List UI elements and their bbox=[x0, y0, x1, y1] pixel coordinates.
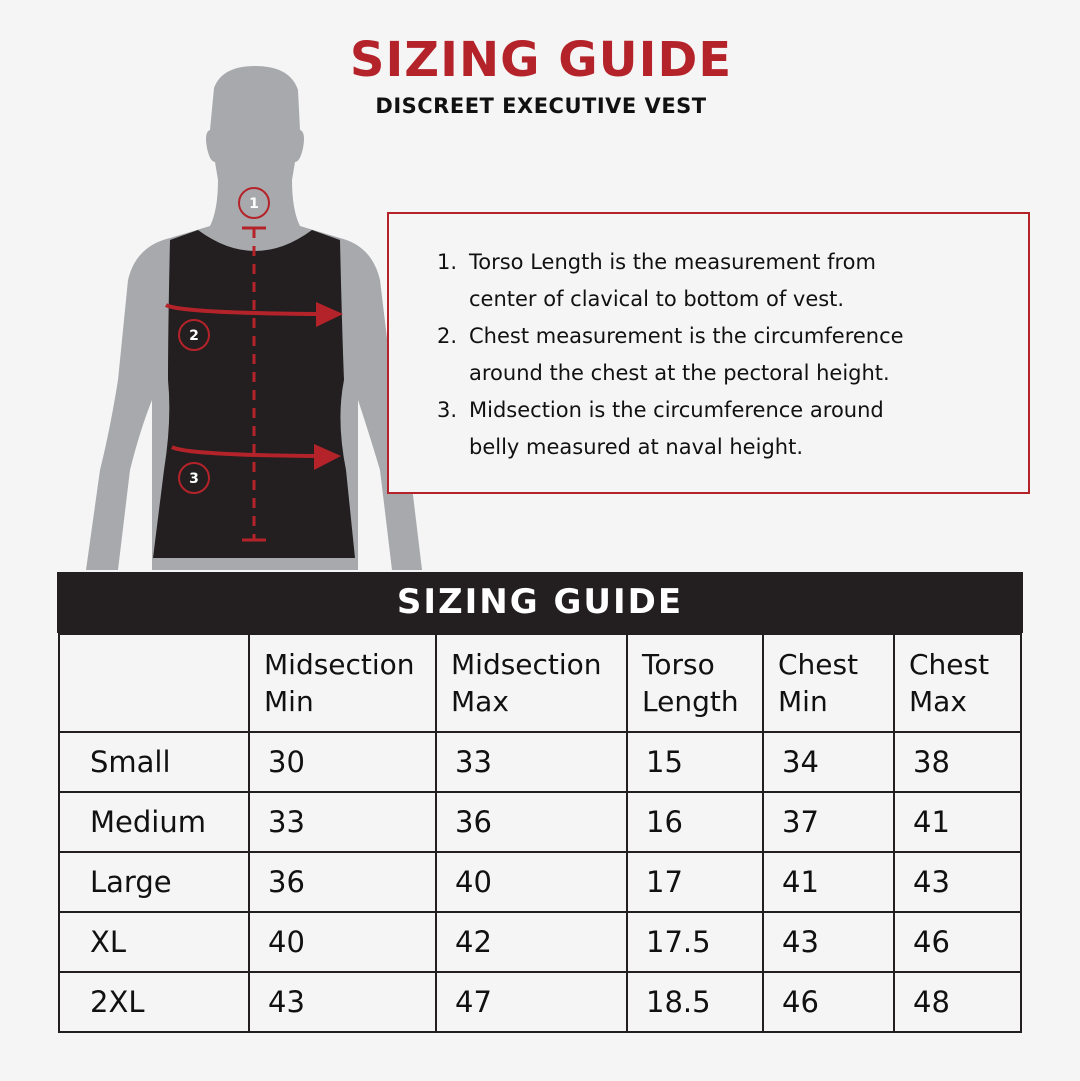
table-row: Medium 33 36 16 37 41 bbox=[58, 791, 1022, 853]
note-text: belly measured at naval height. bbox=[469, 435, 803, 459]
note-text: center of clavical to bottom of vest. bbox=[469, 287, 845, 311]
table-cell: 41 bbox=[762, 851, 895, 913]
column-header-line: Length bbox=[642, 685, 739, 718]
page-title: SIZING GUIDE bbox=[349, 32, 733, 88]
column-header-line: Max bbox=[451, 685, 509, 718]
chest-arrow-icon bbox=[165, 303, 319, 316]
table-title: SIZING GUIDE bbox=[57, 572, 1023, 633]
size-label: Small bbox=[58, 731, 250, 793]
note-text: Torso Length is the measurement from bbox=[469, 250, 876, 274]
table-cell: 42 bbox=[435, 911, 628, 973]
column-header-line: Min bbox=[264, 685, 314, 718]
table-cell: 37 bbox=[762, 791, 895, 853]
column-header: Midsection Min bbox=[248, 633, 437, 733]
size-label: Medium bbox=[58, 791, 250, 853]
size-label: 2XL bbox=[58, 971, 250, 1033]
table-cell: 36 bbox=[435, 791, 628, 853]
midsection-arrow-icon bbox=[171, 445, 317, 458]
page-subtitle: DISCREET EXECUTIVE VEST bbox=[375, 94, 707, 118]
measurement-notes: 1. Torso Length is the measurement from ce… bbox=[387, 212, 1030, 494]
column-header-line: Chest bbox=[778, 648, 859, 681]
table-row: Large 36 40 17 41 43 bbox=[58, 851, 1022, 913]
column-header: Chest Min bbox=[762, 633, 895, 733]
marker-3-label: 3 bbox=[189, 471, 199, 487]
table-cell: 30 bbox=[248, 731, 437, 793]
table-row: XL 40 42 17.5 43 46 bbox=[58, 911, 1022, 973]
table-header-row: Midsection Min Midsection Max Torso Length Che… bbox=[58, 633, 1022, 733]
table-cell: 34 bbox=[762, 731, 895, 793]
column-header-line: Midsection bbox=[264, 648, 415, 681]
note-chest: 2. Chest measurement is the circumference… bbox=[437, 318, 904, 392]
note-text: Midsection is the circumference around bbox=[469, 398, 884, 422]
table-cell: 18.5 bbox=[626, 971, 764, 1033]
column-header: Midsection Max bbox=[435, 633, 628, 733]
table-cell: 36 bbox=[248, 851, 437, 913]
column-header-line: Midsection bbox=[451, 648, 602, 681]
column-header-line: Max bbox=[909, 685, 967, 718]
column-header: Torso Length bbox=[626, 633, 764, 733]
column-header-line: Chest bbox=[909, 648, 990, 681]
column-header: Chest Max bbox=[893, 633, 1022, 733]
table-cell: 17.5 bbox=[626, 911, 764, 973]
table-cell: 46 bbox=[762, 971, 895, 1033]
marker-1-icon bbox=[238, 187, 270, 219]
table-cell: 43 bbox=[248, 971, 437, 1033]
table-cell: 33 bbox=[248, 791, 437, 853]
marker-2-icon bbox=[178, 319, 210, 351]
note-number: 2. bbox=[437, 324, 458, 348]
note-midsection: 3. Midsection is the circumference around… bbox=[437, 392, 904, 466]
table-cell: 47 bbox=[435, 971, 628, 1033]
column-header-line: Min bbox=[778, 685, 828, 718]
size-label: XL bbox=[58, 911, 250, 973]
table-cell: 41 bbox=[893, 791, 1022, 853]
table-cell: 38 bbox=[893, 731, 1022, 793]
table-cell: 40 bbox=[435, 851, 628, 913]
column-header bbox=[58, 633, 250, 733]
marker-1-label: 1 bbox=[249, 196, 259, 212]
body-measurement-figure: 1 2 3 bbox=[86, 66, 422, 570]
table-cell: 33 bbox=[435, 731, 628, 793]
table-row: Small 30 33 15 34 38 bbox=[58, 731, 1022, 793]
table-row: 2XL 43 47 18.5 46 48 bbox=[58, 971, 1022, 1033]
table-cell: 46 bbox=[893, 911, 1022, 973]
sizing-table: Midsection Min Midsection Max Torso Length Che… bbox=[58, 633, 1022, 1033]
column-header-line: Torso bbox=[642, 648, 715, 681]
note-number: 3. bbox=[437, 398, 458, 422]
table-cell: 17 bbox=[626, 851, 764, 913]
table-cell: 15 bbox=[626, 731, 764, 793]
note-torso: 1. Torso Length is the measurement from ce… bbox=[437, 244, 904, 318]
note-text: around the chest at the pectoral height. bbox=[469, 361, 890, 385]
table-cell: 43 bbox=[762, 911, 895, 973]
marker-3-icon bbox=[178, 462, 210, 494]
note-text: Chest measurement is the circumference bbox=[469, 324, 904, 348]
table-cell: 43 bbox=[893, 851, 1022, 913]
table-cell: 48 bbox=[893, 971, 1022, 1033]
size-label: Large bbox=[58, 851, 250, 913]
marker-2-label: 2 bbox=[189, 328, 199, 344]
table-cell: 40 bbox=[248, 911, 437, 973]
table-cell: 16 bbox=[626, 791, 764, 853]
note-number: 1. bbox=[437, 250, 458, 274]
